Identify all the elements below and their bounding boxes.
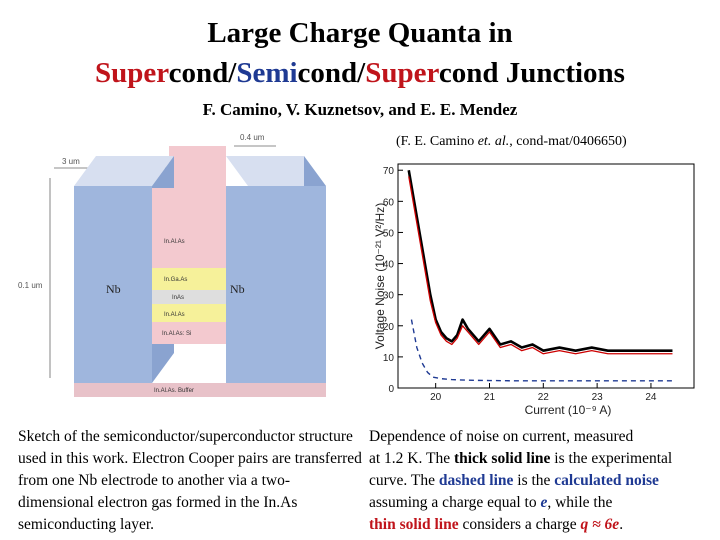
y-tick-label: 40	[383, 260, 395, 271]
nb-right-top	[226, 156, 326, 186]
device-sketch: 0.4 um 3 um 0.1 um In.Al.As In.Ga.As InA…	[18, 133, 326, 397]
layer-label-ingaas: In.Ga.As	[164, 277, 187, 283]
x-tick-label: 22	[538, 392, 550, 403]
caption-charge-q: q ≈ 6e	[580, 516, 620, 533]
nb-right-front	[226, 186, 326, 383]
title-part-super-2: Super	[365, 57, 439, 89]
caption-left: Sketch of the semiconductor/superconduct…	[18, 428, 362, 533]
slide-title: Large Charge Quanta in	[207, 17, 513, 49]
series-calculated-dashed	[410, 319, 673, 382]
x-tick-label: 20	[430, 392, 442, 403]
buffer-layer	[74, 383, 326, 397]
caption-calculated-noise-term: calculated noise	[554, 472, 659, 489]
layer-label-inalas: In.Al.As	[164, 239, 185, 245]
authors: F. Camino, V. Kuznetsov, and E. E. Mende…	[202, 100, 518, 119]
nb-right-label: Nb	[230, 282, 245, 296]
title-part-cond-1: cond/	[168, 57, 237, 89]
title-part-super-1: Super	[95, 57, 169, 89]
y-tick-label: 70	[383, 166, 395, 177]
caption-right: Dependence of noise on current, measured…	[369, 426, 719, 536]
noise-chart: 0 10 20 30 40 50 60 70 20 21 22 23 24 Voltage Noise…	[373, 163, 695, 417]
title-part-junctions: cond Junctions	[438, 57, 625, 89]
y-tick-label: 20	[383, 322, 395, 333]
x-tick-label: 21	[484, 392, 496, 403]
caption-right-line3-mid: is the	[513, 472, 555, 489]
title-part-semi: Semi	[236, 57, 298, 89]
nb-left-top	[74, 156, 174, 186]
reference: (F. E. Camino et. al., cond-mat/0406650)	[396, 134, 627, 150]
caption-right-line4-pre: assuming a charge equal to	[369, 494, 541, 511]
layer-ingaas	[152, 268, 226, 290]
x-tick-label: 23	[592, 392, 604, 403]
layer-inalas-2	[152, 304, 226, 322]
y-tick-label: 60	[383, 197, 395, 208]
y-ticks: 0 10 20 30 40 50 60 70	[383, 166, 403, 395]
nb-left-label: Nb	[106, 282, 121, 296]
dim-top-label: 0.4 um	[240, 133, 265, 142]
x-axis-label: Current (10⁻⁹ A)	[525, 403, 612, 417]
reference-prefix: (F. E. Camino	[396, 134, 478, 149]
caption-dashed-line-term: dashed line	[438, 472, 514, 489]
caption-charge-e: e	[540, 494, 548, 511]
layer-label-inalas-2: In.Al.As	[164, 312, 185, 318]
y-tick-label: 50	[383, 228, 395, 239]
series-group	[407, 170, 673, 382]
reference-suffix: , cond-mat/0406650)	[509, 134, 627, 149]
caption-right-line3-pre: curve. The	[369, 472, 439, 489]
x-tick-label: 24	[645, 392, 657, 403]
caption-right-line2-pre: at 1.2 K. The	[369, 450, 454, 467]
caption-right-line4-post: , while the	[547, 494, 613, 511]
layer-inalas-si	[152, 322, 226, 344]
series-thin-solid	[408, 176, 673, 355]
caption-right-line5-mid: considers a charge	[458, 516, 581, 533]
dim-width-label: 3 um	[62, 157, 80, 166]
y-tick-label: 0	[388, 384, 394, 395]
slide-title-line2: Supercond/Semicond/Supercond Junctions	[0, 56, 720, 90]
buffer-label: In.Al.As. Buffer	[154, 388, 194, 394]
x-ticks: 20 21 22 23 24	[430, 383, 657, 403]
series-experimental-thick	[407, 170, 673, 352]
layer-label-inas: InAs	[172, 295, 184, 301]
layer-label-inalas-si: In.Al.As: Si	[162, 331, 191, 337]
caption-right-line2-post: is the experimental	[550, 450, 673, 467]
caption-thin-line-term: thin solid line	[369, 516, 459, 533]
dim-height-label: 0.1 um	[18, 281, 43, 290]
caption-right-line1: Dependence of noise on current, measured	[369, 428, 634, 445]
channel-front	[152, 188, 226, 268]
caption-right-line5-end: .	[619, 516, 624, 533]
y-axis-label: Voltage Noise (10⁻²¹ V²/Hz)	[373, 203, 387, 349]
y-tick-label: 30	[383, 291, 395, 302]
caption-thick-line-term: thick solid line	[453, 450, 551, 467]
title-part-cond-2: cond/	[297, 57, 366, 89]
y-tick-label: 10	[383, 353, 395, 364]
layer-inas	[152, 290, 226, 304]
reference-italic: et. al.	[477, 134, 510, 149]
nb-left-front	[74, 186, 152, 383]
